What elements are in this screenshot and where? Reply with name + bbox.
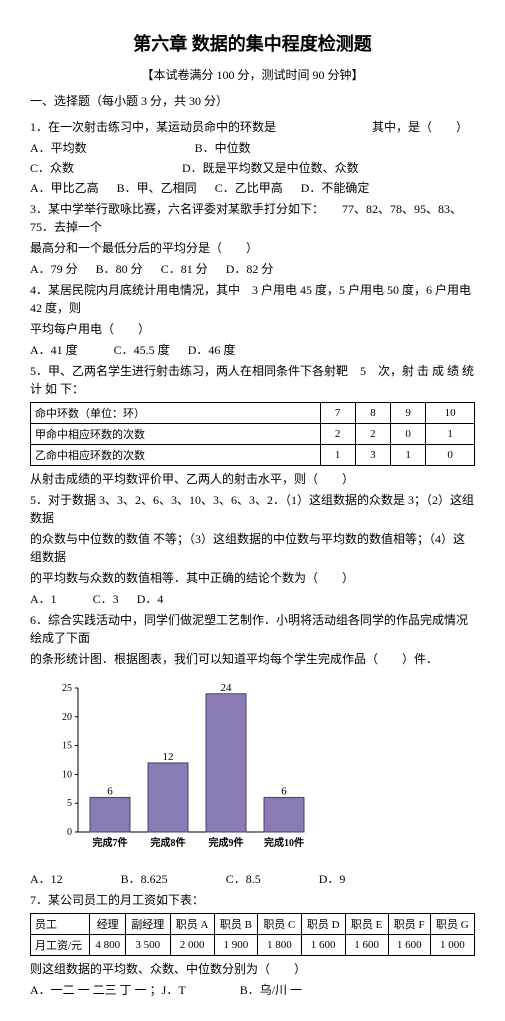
svg-text:24: 24 <box>221 682 233 694</box>
section-heading: 一、选择题（每小题 3 分，共 30 分） <box>30 92 475 110</box>
bar-chart: 0 5 10 15 20 25 6 完成7件 12 完成8件 24 完成9件 6 完成10件 <box>50 678 475 868</box>
q5b-text3: 的平均数与众数的数值相等．其中正确的结论个数为（ ） <box>30 569 475 587</box>
subtitle: 【本试卷满分 100 分，测试时间 90 分钟】 <box>30 66 475 84</box>
q4-opts: A．41 度C．45.5 度D．46 度 <box>30 341 475 359</box>
q1-opts-cd: C．众数D．既是平均数又是中位数、众数 <box>30 159 475 177</box>
svg-text:完成8件: 完成8件 <box>151 836 186 849</box>
q5b-text2: 的众数与中位数的数值 不等；（3）这组数据的中位数与平均数的数值相等；（4）这组… <box>30 530 475 566</box>
svg-text:25: 25 <box>62 683 72 694</box>
svg-text:15: 15 <box>62 741 72 752</box>
q2-opts: A．甲比乙高B．甲、乙相同C．乙比甲高D．不能确定 <box>30 179 475 197</box>
q3-text: 3．某中学举行歌咏比赛，六名评委对某歌手打分如下： 77、82、78、95、83… <box>30 200 475 236</box>
q5b-text: 5．对于数据 3、3、2、6、3、10、3、6、3、2．（1）这组数据的众数是 … <box>30 491 475 527</box>
svg-text:5: 5 <box>67 798 72 809</box>
page-title: 第六章 数据的集中程度检测题 <box>30 30 475 56</box>
q3-opts: A．79 分B．80 分C．81 分D．82 分 <box>30 260 475 278</box>
q3-text2: 最高分和一个最低分后的平均分是（ ） <box>30 239 475 257</box>
q5b-opts: A．1C．3D．4 <box>30 590 475 608</box>
q1-text: 1．在一次射击练习中，某运动员命中的环数是 其中，是（ ） <box>30 118 475 136</box>
svg-text:12: 12 <box>163 751 174 763</box>
svg-text:完成7件: 完成7件 <box>93 836 128 849</box>
q6-text2: 的条形统计图．根据图表，我们可以知道平均每个学生完成作品（ ）件． <box>30 650 475 668</box>
svg-text:0: 0 <box>67 827 72 838</box>
svg-text:完成9件: 完成9件 <box>209 836 244 849</box>
q7-text: 7．某公司员工的月工资如下表： <box>30 891 475 909</box>
q8-opts: A．一二 一 二三 丁 一 ；J．T B．乌/川 一 <box>30 981 475 999</box>
svg-text:10: 10 <box>62 769 72 780</box>
q5-after: 从射击成绩的平均数评价甲、乙两人的射击水平，则（ ） <box>30 470 475 488</box>
svg-text:20: 20 <box>62 712 72 723</box>
svg-text:完成10件: 完成10件 <box>264 836 304 849</box>
q4-text: 4．某居民院内月底统计用电情况，其中 3 户用电 45 度，5 户用电 50 度… <box>30 281 475 317</box>
q7-table: 员工经理副经理职员 A职员 B职员 C职员 D职员 E职员 F职员 G 月工资/… <box>30 913 475 956</box>
q7-after: 则这组数据的平均数、众数、中位数分别为（ ） <box>30 960 475 978</box>
q1-opts-ab: A．平均数B．中位数 <box>30 139 475 157</box>
q6-opts: A．12B．8.625C．8.5D．9 <box>30 870 475 888</box>
q4-text2: 平均每户用电（ ） <box>30 320 475 338</box>
q6-text: 6．综合实践活动中，同学们做泥塑工艺制作．小明将活动组各同学的作品完成情况绘成了… <box>30 611 475 647</box>
q5-table: 命中环数（单位：环）78910 甲命中相应环数的次数2201 乙命中相应环数的次… <box>30 402 475 466</box>
q5-text: 5．甲、乙两名学生进行射击练习，两人在相同条件下各射靶 5 次，射 击 成 绩 … <box>30 362 475 398</box>
svg-text:6: 6 <box>107 785 113 797</box>
svg-text:6: 6 <box>281 785 287 797</box>
